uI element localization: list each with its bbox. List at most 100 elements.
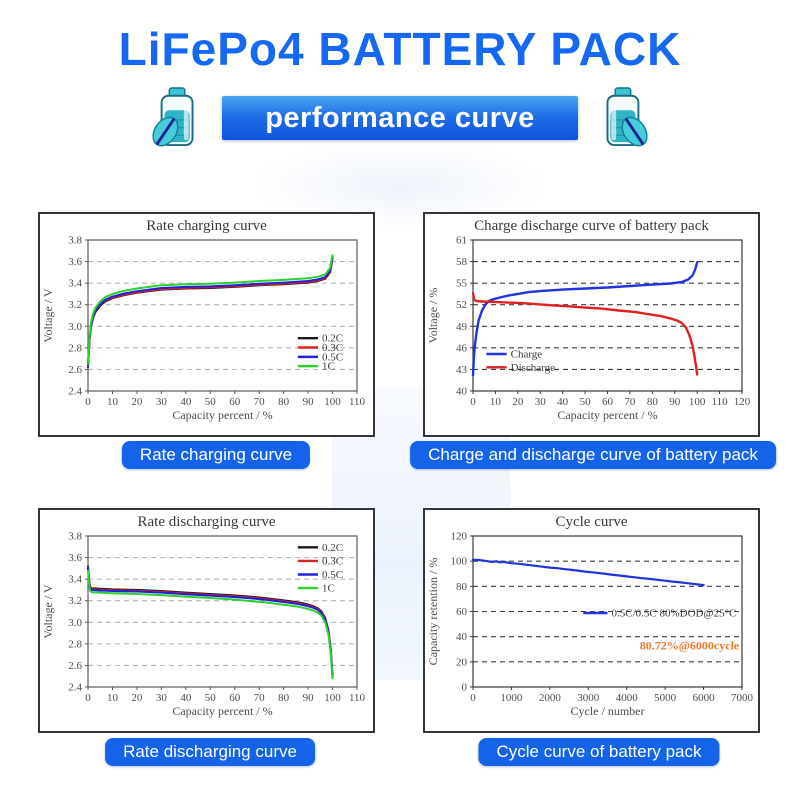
svg-text:2000: 2000 xyxy=(539,692,562,704)
svg-text:3.2: 3.2 xyxy=(68,299,82,311)
svg-text:0: 0 xyxy=(462,682,468,694)
svg-text:90: 90 xyxy=(303,396,315,408)
svg-text:120: 120 xyxy=(451,531,468,543)
svg-text:1000: 1000 xyxy=(500,692,523,704)
svg-text:80: 80 xyxy=(278,396,290,408)
svg-text:40: 40 xyxy=(456,631,468,643)
svg-text:0.2C: 0.2C xyxy=(322,542,343,554)
svg-text:100: 100 xyxy=(451,556,468,568)
svg-text:100: 100 xyxy=(324,396,341,408)
svg-text:Voltage / V: Voltage / V xyxy=(41,584,55,639)
caption-rate-discharging: Rate discharging curve xyxy=(105,738,315,766)
svg-text:3.8: 3.8 xyxy=(68,531,82,543)
svg-text:0.3C: 0.3C xyxy=(322,555,343,567)
svg-text:80: 80 xyxy=(456,581,468,593)
subtitle-text: performance curve xyxy=(265,101,535,134)
svg-text:Charge discharge curve of batt: Charge discharge curve of battery pack xyxy=(474,218,709,234)
svg-text:Capacity percent / %: Capacity percent / % xyxy=(557,408,657,422)
svg-text:60: 60 xyxy=(229,396,241,408)
chart-panel-charge-discharge: Charge discharge curve of battery pack 40… xyxy=(423,212,760,437)
svg-text:0: 0 xyxy=(85,396,91,408)
svg-text:30: 30 xyxy=(535,396,547,408)
svg-text:1C: 1C xyxy=(322,583,335,595)
svg-text:60: 60 xyxy=(456,606,468,618)
svg-text:0.5C/0.5C 80%DOD@25°C: 0.5C/0.5C 80%DOD@25°C xyxy=(612,608,737,620)
caption-charge-discharge: Charge and discharge curve of battery pa… xyxy=(410,441,776,469)
svg-text:20: 20 xyxy=(131,692,143,704)
svg-text:1C: 1C xyxy=(322,361,335,373)
svg-text:7000: 7000 xyxy=(731,692,754,704)
rate-charging-chart: Rate charging curve 2.4 2.6 2.8 3.0 3.2 3.4 3.6… xyxy=(41,218,366,422)
svg-text:120: 120 xyxy=(734,396,751,408)
svg-text:Capacity retention / %: Capacity retention / % xyxy=(426,558,440,666)
svg-text:0.5C: 0.5C xyxy=(322,569,343,581)
svg-text:100: 100 xyxy=(689,396,706,408)
svg-text:10: 10 xyxy=(107,692,119,704)
cycle-chart: Cycle curve 0 20 40 60 80 100 120 0 1000 2000 3000 4… xyxy=(426,514,754,718)
svg-text:110: 110 xyxy=(349,396,366,408)
svg-text:Voltage / %: Voltage / % xyxy=(426,288,440,344)
svg-text:0.3C: 0.3C xyxy=(322,342,343,354)
svg-text:49: 49 xyxy=(456,321,468,333)
svg-text:20: 20 xyxy=(131,396,143,408)
svg-text:40: 40 xyxy=(557,396,569,408)
svg-text:90: 90 xyxy=(669,396,681,408)
battery-icon-right xyxy=(606,87,648,147)
page-title: LiFePo4 BATTERY PACK xyxy=(118,23,682,75)
svg-text:52: 52 xyxy=(456,299,467,311)
svg-text:4000: 4000 xyxy=(616,692,639,704)
svg-text:Cycle curve: Cycle curve xyxy=(555,514,627,530)
svg-text:3000: 3000 xyxy=(577,692,600,704)
charge-discharge-chart: Charge discharge curve of battery pack 40… xyxy=(426,218,751,422)
svg-text:40: 40 xyxy=(180,396,192,408)
svg-text:80: 80 xyxy=(278,692,290,704)
svg-text:2.4: 2.4 xyxy=(68,386,82,398)
svg-text:2.8: 2.8 xyxy=(68,638,82,650)
svg-text:Capacity percent / %: Capacity percent / % xyxy=(172,408,272,422)
svg-text:6000: 6000 xyxy=(693,692,716,704)
svg-text:Rate discharging curve: Rate discharging curve xyxy=(137,514,275,530)
svg-text:2.4: 2.4 xyxy=(68,682,82,694)
svg-text:70: 70 xyxy=(624,396,636,408)
svg-text:70: 70 xyxy=(254,396,266,408)
svg-text:43: 43 xyxy=(456,364,468,376)
svg-text:30: 30 xyxy=(156,692,168,704)
svg-text:110: 110 xyxy=(349,692,366,704)
svg-text:58: 58 xyxy=(456,256,468,268)
svg-text:3.6: 3.6 xyxy=(68,552,82,564)
svg-text:Charge: Charge xyxy=(511,349,543,361)
svg-text:Discharge: Discharge xyxy=(511,362,556,374)
svg-text:3.4: 3.4 xyxy=(68,278,82,290)
svg-text:3.4: 3.4 xyxy=(68,574,82,586)
chart-panel-cycle: Cycle curve 0 20 40 60 80 100 120 0 1000 2000 3000 4… xyxy=(423,508,760,733)
svg-text:10: 10 xyxy=(107,396,119,408)
svg-text:Rate charging curve: Rate charging curve xyxy=(146,218,267,234)
subtitle-banner: performance curve xyxy=(222,96,578,140)
svg-text:100: 100 xyxy=(324,692,341,704)
svg-text:3.0: 3.0 xyxy=(68,617,82,629)
svg-text:2.6: 2.6 xyxy=(68,660,82,672)
svg-text:55: 55 xyxy=(456,278,468,290)
svg-text:50: 50 xyxy=(205,692,217,704)
svg-text:70: 70 xyxy=(254,692,266,704)
banner-row: performance curve xyxy=(0,86,800,150)
svg-text:40: 40 xyxy=(456,386,468,398)
svg-text:3.2: 3.2 xyxy=(68,595,82,607)
svg-text:80: 80 xyxy=(647,396,659,408)
svg-text:0.5C: 0.5C xyxy=(322,351,343,363)
svg-text:3.6: 3.6 xyxy=(68,256,82,268)
svg-text:0: 0 xyxy=(470,396,476,408)
svg-text:3.0: 3.0 xyxy=(68,321,82,333)
svg-text:2.6: 2.6 xyxy=(68,364,82,376)
svg-text:80.72%@6000cycle: 80.72%@6000cycle xyxy=(640,638,740,652)
svg-text:110: 110 xyxy=(712,396,729,408)
svg-text:Voltage / V: Voltage / V xyxy=(41,288,55,343)
battery-icon-left xyxy=(152,87,194,147)
rate-discharging-chart: Rate discharging curve 2.4 2.6 2.8 3.0 3.2 3.4… xyxy=(41,514,366,718)
svg-text:0: 0 xyxy=(470,692,476,704)
svg-text:60: 60 xyxy=(229,692,241,704)
svg-text:5000: 5000 xyxy=(654,692,677,704)
svg-text:20: 20 xyxy=(456,656,468,668)
svg-text:Capacity percent / %: Capacity percent / % xyxy=(172,704,272,718)
svg-text:Cycle / number: Cycle / number xyxy=(571,704,645,718)
